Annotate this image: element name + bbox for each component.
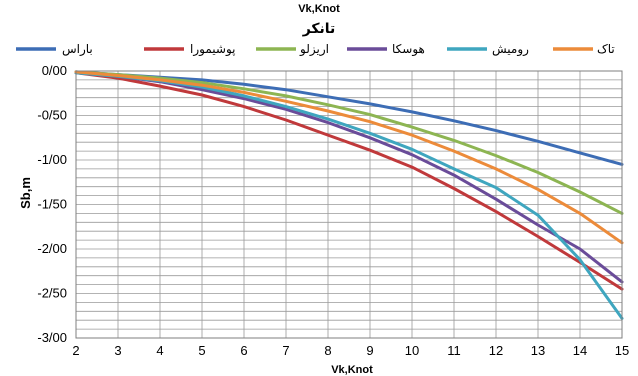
x-tick-label: 4 [156,343,163,358]
legend-label-5: تاک [597,42,615,56]
y-tick-label: -2/00 [37,241,67,256]
x-axis-label: Vk,Knot [331,364,373,376]
x-tick-label: 14 [573,343,587,358]
series-line-1 [74,71,624,291]
y-tick-label: -0/50 [37,108,67,123]
x-tick-label: 5 [198,343,205,358]
y-axis-label: Sb,m [18,177,33,209]
x-tick-label: 2 [72,343,79,358]
series-lines [74,70,624,320]
legend-label-3: هوسکا [392,42,425,57]
x-tick-label: 8 [324,343,331,358]
legend-label-0: باراس [62,42,93,57]
series-line-2 [74,70,624,215]
legend-label-2: اریزلو [299,42,329,57]
y-tick-label: -2/50 [37,286,67,301]
plot-border [75,70,623,339]
top-axis-label: Vk,Knot [298,3,340,15]
x-tick-label: 12 [489,343,503,358]
y-tick-label: -3/00 [37,330,67,345]
x-tick-label: 10 [405,343,419,358]
legend: باراس پوشیمورا اریزلو هوسکا رومیش تاک [16,42,615,57]
y-tick-label: -1/50 [37,197,67,212]
legend-label-1: پوشیمورا [190,42,235,57]
x-tick-label: 11 [447,343,461,358]
x-tick-label: 6 [240,343,247,358]
y-axis-ticks: 0/00 -0/50 -1/00 -1/50 -2/00 -2/50 -3/00 [37,63,67,345]
x-tick-label: 15 [615,343,629,358]
x-tick-label: 7 [282,343,289,358]
x-tick-label: 9 [366,343,373,358]
series-line-3 [74,71,624,284]
x-tick-label: 3 [114,343,121,358]
y-tick-label: 0/00 [42,63,67,78]
x-tick-label: 13 [531,343,545,358]
legend-label-4: رومیش [492,42,529,57]
series-line-5 [74,70,624,245]
chart-title: تانکر [302,21,336,37]
y-tick-label: -1/00 [37,152,67,167]
x-axis-ticks: 2 3 4 5 6 7 8 9 10 11 12 13 14 15 [72,343,629,358]
